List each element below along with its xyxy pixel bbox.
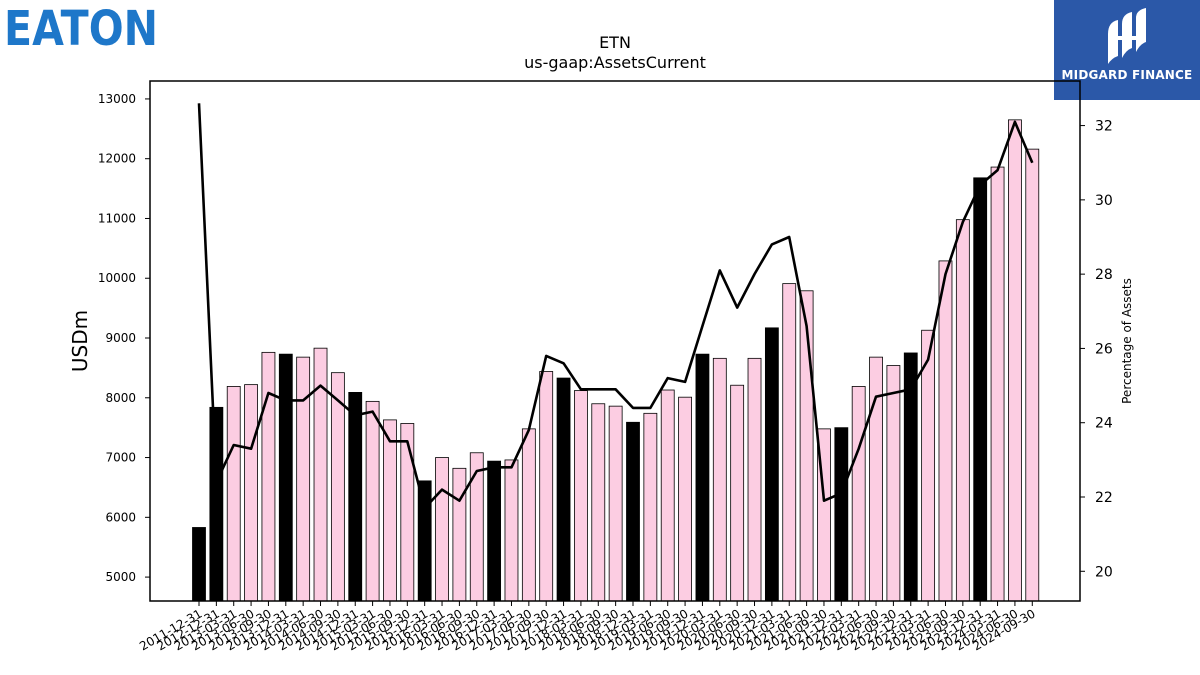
bar (417, 480, 432, 602)
bar (886, 365, 901, 602)
bar (678, 396, 692, 602)
eaton-logo-text: EATON (4, 4, 158, 48)
bar (851, 386, 866, 602)
y-tick-label: 10000 (98, 271, 136, 285)
bar (1025, 148, 1040, 602)
bar (209, 406, 224, 602)
bar (539, 371, 554, 602)
bar (712, 357, 727, 602)
bar (435, 457, 449, 602)
y-tick-label: 5000 (105, 570, 136, 584)
bar (921, 329, 936, 602)
bar (348, 392, 363, 602)
chart-subtitle: us-gaap:AssetsCurrent (524, 53, 706, 72)
bar (747, 357, 762, 602)
y-tick-label: 11000 (98, 211, 136, 225)
y2-tick-label: 32 (1095, 119, 1113, 135)
bar (504, 459, 519, 602)
bar (278, 353, 293, 602)
bar (643, 412, 658, 602)
bar (955, 219, 970, 602)
bar (834, 427, 849, 602)
bar (574, 390, 588, 602)
bar (244, 384, 258, 602)
y-axis-label: USDm (68, 310, 92, 372)
percentage-line (197, 103, 1034, 510)
y2-tick-label: 22 (1095, 490, 1113, 506)
bar (591, 403, 606, 602)
bar (556, 377, 571, 602)
bar (365, 400, 380, 602)
bar (626, 421, 640, 602)
midgard-mark-icon (1108, 8, 1146, 64)
bar (487, 460, 502, 602)
y2-axis-label: Percentage of Assets (1120, 278, 1134, 404)
y2-tick-label: 28 (1095, 267, 1113, 283)
bar (660, 389, 675, 602)
y2-tick-label: 30 (1095, 193, 1113, 209)
y-tick-label: 7000 (105, 451, 136, 465)
y2-tick-label: 24 (1095, 416, 1113, 432)
bar (192, 527, 206, 602)
bar (400, 423, 415, 602)
midgard-finance-text: MIDGARD FINANCE (1061, 68, 1193, 82)
bar (973, 177, 988, 602)
bar (469, 452, 484, 602)
bar (938, 260, 953, 602)
bar (730, 384, 745, 602)
midgard-finance-logo: MIDGARD FINANCE (1054, 0, 1200, 100)
y-tick-label: 6000 (105, 510, 136, 524)
bar (226, 386, 241, 602)
y-tick-label: 12000 (98, 152, 136, 166)
bar (764, 327, 779, 602)
plot-frame (149, 80, 1081, 602)
bar (869, 356, 883, 602)
bar (1008, 119, 1022, 602)
bar (608, 405, 623, 602)
y-tick-label: 9000 (105, 331, 136, 345)
y2-tick-label: 20 (1095, 564, 1113, 580)
bar (695, 353, 710, 602)
y2-tick-label: 26 (1095, 341, 1113, 357)
bar (296, 356, 311, 602)
y-tick-label: 13000 (98, 92, 136, 106)
bar (452, 467, 467, 602)
eaton-logo: EATON (4, 4, 160, 48)
bar (383, 419, 397, 602)
y-tick-label: 8000 (105, 391, 136, 405)
bar (261, 351, 276, 602)
bar (990, 166, 1005, 602)
bar (330, 372, 345, 602)
bar (521, 428, 536, 602)
chart-title: ETN (599, 33, 631, 52)
bar (782, 283, 797, 602)
